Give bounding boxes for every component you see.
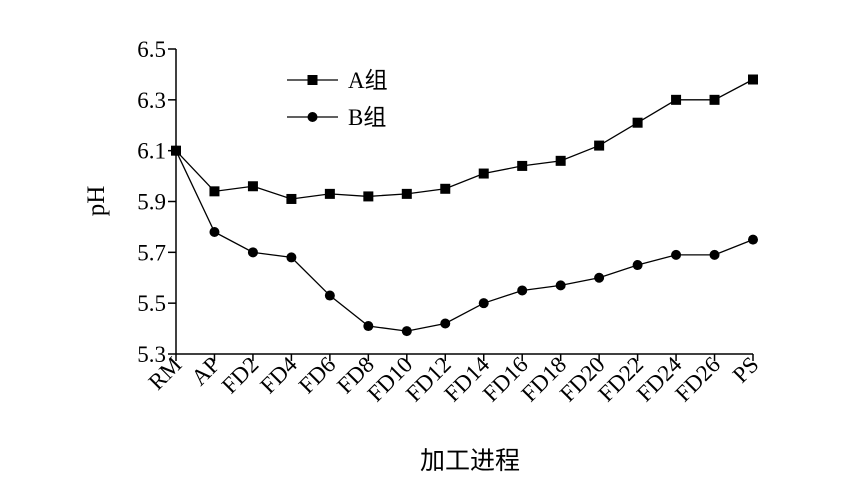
data-point [401, 188, 412, 199]
data-point [555, 155, 566, 166]
x-tick-label: FD12 [401, 352, 456, 407]
legend-label: B组 [348, 105, 386, 130]
legend-marker [307, 75, 318, 85]
series-line [175, 78, 754, 200]
x-tick-label: FD6 [294, 352, 341, 399]
y-tick-label: 6.5 [137, 37, 166, 62]
y-tick-label: 6.3 [137, 88, 166, 113]
x-tick-label: FD20 [555, 352, 610, 407]
data-point [478, 298, 489, 309]
x-tick-label: FD22 [593, 352, 648, 407]
data-point [748, 234, 758, 245]
legend-marker [307, 112, 318, 122]
x-ticks: RM APFD2FD4FD6FD8FD10FD12FD14FD16FD18FD20… [144, 352, 764, 407]
data-point [709, 94, 720, 105]
data-point [671, 249, 682, 260]
data-point [440, 318, 451, 329]
y-tick-label: 5.5 [137, 291, 166, 316]
series-layer [171, 74, 758, 337]
series-line [175, 150, 754, 332]
x-tick-label: FD18 [516, 352, 571, 407]
data-point [632, 117, 643, 128]
x-tick-label: FD26 [670, 352, 725, 407]
data-point [594, 272, 605, 283]
y-ticks: 5.3 5.5 5.7 5.9 6.1 6.3 6.5 [137, 37, 176, 367]
x-tick-label: FD10 [363, 352, 418, 407]
data-point [555, 280, 566, 291]
series-a [171, 74, 758, 204]
data-point [594, 140, 605, 151]
data-point [440, 183, 451, 194]
y-tick-label: 5.9 [137, 190, 166, 215]
series-b [171, 145, 758, 337]
legend-label: A组 [348, 68, 388, 93]
data-point [478, 168, 489, 179]
data-point [286, 193, 297, 204]
x-axis-label: 加工进程 [420, 447, 520, 475]
x-tick-label: PS [728, 352, 764, 388]
legend-item: A组 [287, 68, 388, 93]
x-tick-label: FD2 [217, 352, 264, 399]
legend-item: B组 [287, 105, 386, 130]
data-point [209, 227, 220, 237]
data-point [324, 188, 335, 199]
data-point [363, 191, 374, 202]
y-tick-label: 5.3 [137, 342, 166, 367]
data-point [671, 94, 682, 105]
data-point [401, 326, 412, 337]
data-point [171, 145, 181, 156]
data-point [517, 160, 528, 171]
y-axis-label: pH [83, 186, 110, 217]
data-point [748, 74, 758, 85]
data-point [709, 249, 720, 260]
data-point [209, 186, 220, 197]
data-point [363, 321, 374, 332]
data-point [247, 247, 258, 258]
data-point [324, 290, 335, 301]
x-tick-label: FD4 [255, 352, 302, 399]
axes [175, 49, 753, 355]
legend: A组 B组 [287, 68, 388, 130]
data-point [286, 252, 297, 263]
y-tick-label: 6.1 [137, 139, 166, 164]
x-tick-label: FD16 [478, 352, 533, 407]
data-point [517, 285, 528, 296]
data-point [247, 181, 258, 192]
x-tick-label: AP [187, 352, 225, 390]
y-tick-label: 5.7 [137, 240, 166, 265]
data-point [632, 260, 643, 271]
